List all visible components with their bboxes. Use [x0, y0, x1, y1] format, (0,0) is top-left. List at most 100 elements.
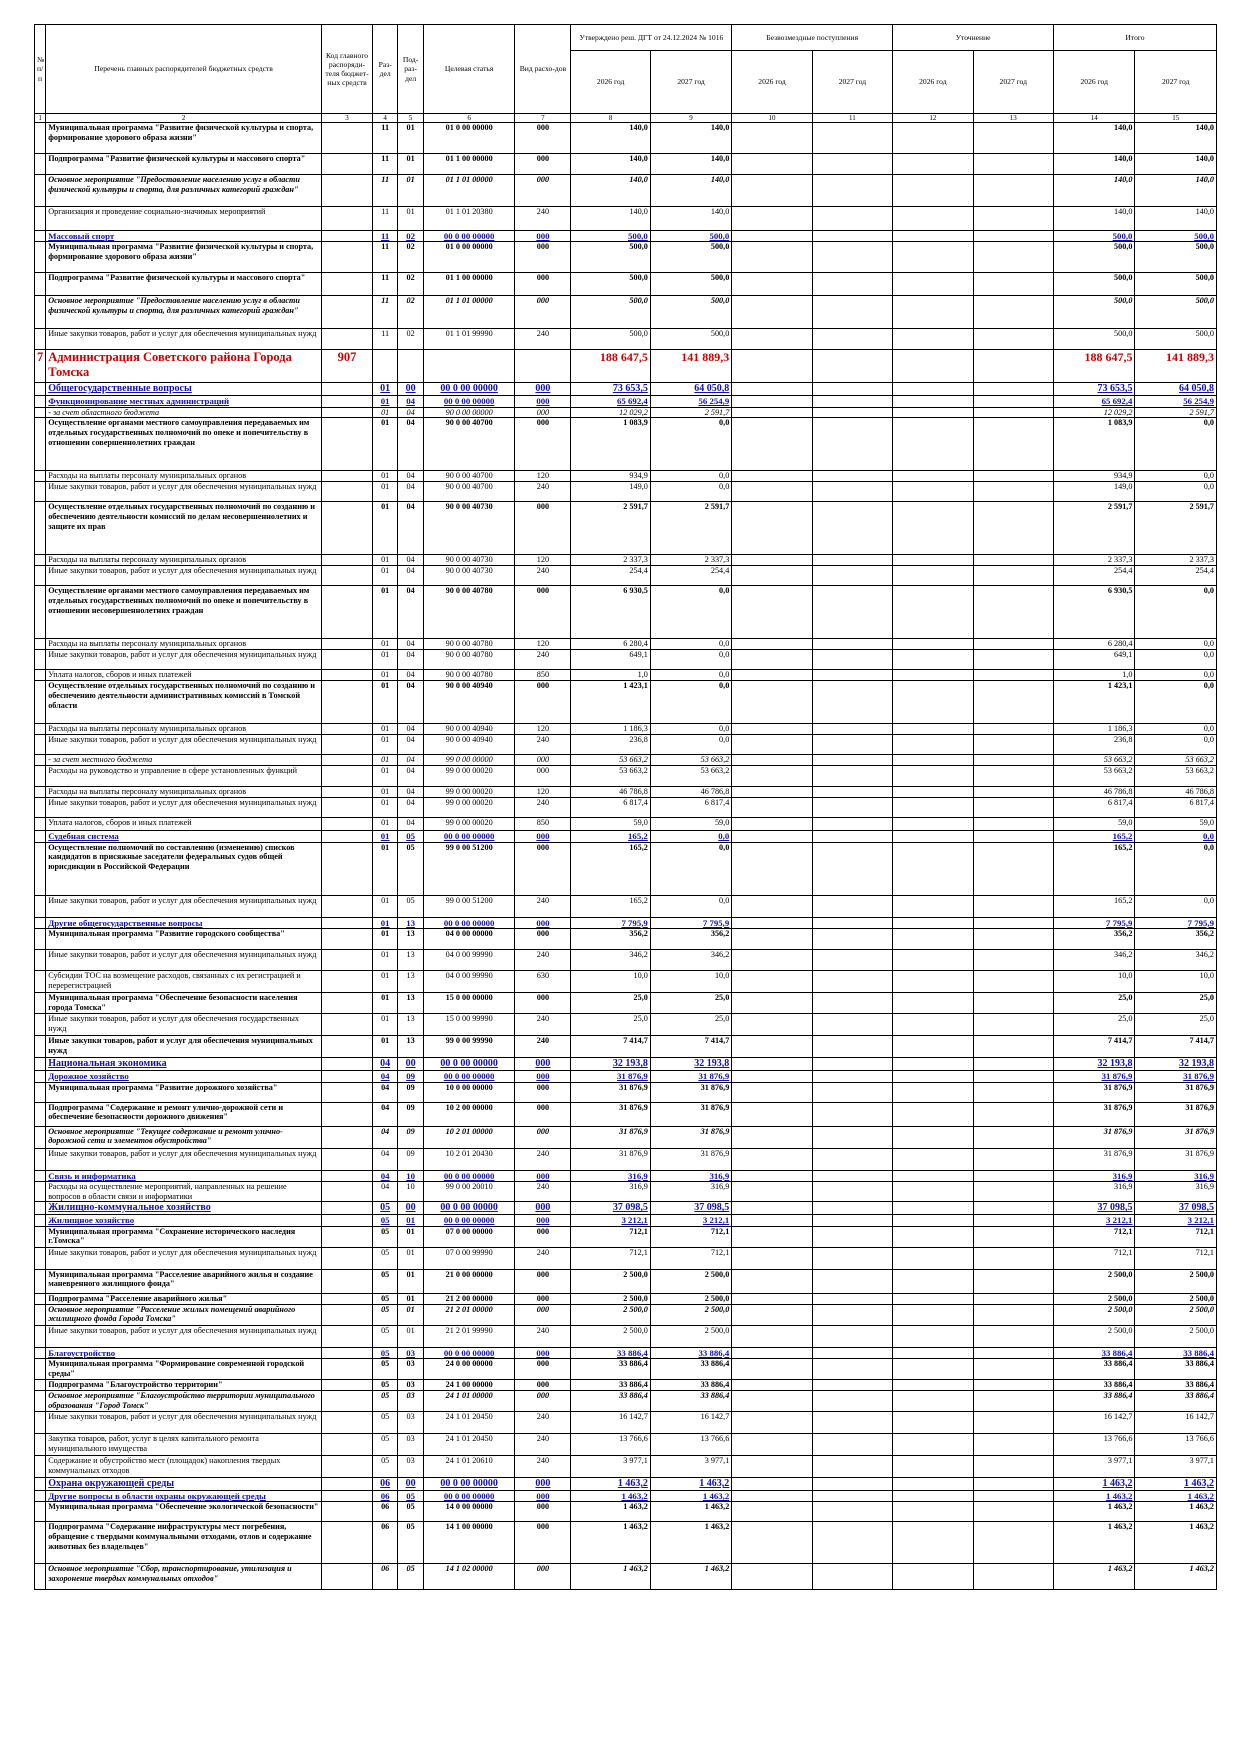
row-clarification-2026 — [892, 1070, 974, 1083]
row-approved-2027: 500,0 — [649, 295, 733, 330]
row-total-2026: 346,2 — [1052, 949, 1136, 972]
row-gratuitous-2026 — [731, 1225, 813, 1248]
row-gratuitous-2026 — [731, 1081, 813, 1103]
row-number — [33, 1246, 47, 1270]
row-gratuitous-2027 — [811, 949, 894, 972]
row-approved-2027: 2 500,0 — [649, 1303, 733, 1326]
row-razdel: 01 — [371, 669, 399, 682]
row-target-article: 00 0 00 00000 — [422, 395, 516, 408]
row-target-article: 99 0 00 00020 — [422, 765, 516, 788]
row-title: - за счет областного бюджета — [45, 406, 323, 419]
row-total-2026: 1 423,1 — [1052, 680, 1136, 725]
table-row: Организация и проведение социально-значи… — [33, 206, 1217, 231]
row-clarification-2027 — [972, 1013, 1055, 1037]
table-row: Другие вопросы в области охраны окружающ… — [33, 1489, 1217, 1503]
table-row: Содержание и обустройство мест (площадок… — [33, 1455, 1217, 1479]
row-approved-2027: 1 463,2 — [649, 1489, 733, 1503]
row-podrazdel — [397, 349, 424, 384]
row-gratuitous-2027 — [811, 1246, 894, 1270]
table-row: Жилищно-коммунальное хозяйство 05 00 00 0 0… — [33, 1201, 1217, 1216]
row-gratuitous-2026 — [731, 1346, 813, 1360]
row-gratuitous-2026 — [731, 382, 813, 397]
table-row: Дорожное хозяйство 04 09 00 0 00 00000 000 31… — [33, 1070, 1217, 1083]
row-admin-code — [321, 1201, 373, 1216]
row-total-2027: 2 500,0 — [1134, 1268, 1217, 1294]
row-gratuitous-2026 — [731, 554, 813, 567]
row-number — [33, 928, 47, 951]
row-target-article: 14 1 02 00000 — [422, 1563, 516, 1591]
row-gratuitous-2026 — [731, 1246, 813, 1270]
row-title: Подпрограмма "Развитие физической культу… — [45, 272, 323, 297]
row-total-2027: 140,0 — [1134, 206, 1217, 231]
row-total-2026: 2 337,3 — [1052, 554, 1136, 567]
row-total-2026: 1 186,3 — [1052, 723, 1136, 736]
row-expense-type: 000 — [514, 174, 572, 207]
row-approved-2027: 31 876,9 — [649, 1101, 733, 1127]
row-target-article: 00 0 00 00000 — [422, 1477, 516, 1492]
row-razdel: 11 — [371, 206, 399, 231]
row-admin-code — [321, 992, 373, 1015]
row-total-2027: 0,0 — [1134, 680, 1217, 725]
row-approved-2026: 1 463,2 — [570, 1563, 651, 1591]
row-admin-code — [321, 916, 373, 930]
row-approved-2026: 31 876,9 — [570, 1125, 651, 1149]
row-clarification-2027 — [972, 501, 1055, 556]
row-clarification-2026 — [892, 229, 974, 243]
table-row: Иные закупки товаров, работ и услуг для … — [33, 1035, 1217, 1059]
row-total-2026: 1 463,2 — [1052, 1521, 1136, 1565]
row-razdel: 01 — [371, 470, 399, 483]
row-approved-2026: 140,0 — [570, 153, 651, 175]
row-approved-2027: 2 500,0 — [649, 1268, 733, 1294]
row-gratuitous-2027 — [811, 970, 894, 994]
row-total-2026: 649,1 — [1052, 649, 1136, 671]
row-expense-type: 240 — [514, 206, 572, 231]
row-total-2026: 53 663,2 — [1052, 754, 1136, 767]
row-clarification-2026 — [892, 1268, 974, 1294]
row-approved-2026: 7 414,7 — [570, 1035, 651, 1059]
row-total-2026: 6 817,4 — [1052, 797, 1136, 819]
row-number — [33, 1390, 47, 1413]
row-expense-type: 000 — [514, 1125, 572, 1149]
table-row: Подпрограмма "Благоустройство территории… — [33, 1379, 1217, 1392]
row-number — [33, 723, 47, 736]
row-clarification-2026 — [892, 1057, 974, 1072]
row-total-2027: 500,0 — [1134, 229, 1217, 243]
row-podrazdel: 09 — [397, 1070, 424, 1083]
table-row: Муниципальная программа "Развитие дорожн… — [33, 1081, 1217, 1103]
row-admin-code: 907 — [321, 349, 373, 384]
row-gratuitous-2026 — [731, 241, 813, 274]
row-target-article: 00 0 00 00000 — [422, 1169, 516, 1182]
row-number — [33, 830, 47, 843]
row-admin-code — [321, 649, 373, 671]
row-number — [33, 1521, 47, 1565]
row-expense-type: 240 — [514, 1147, 572, 1171]
header-approved: Утверждено реш. ДГТ от 24.12.2024 № 1016 — [570, 24, 733, 51]
row-total-2027: 0,0 — [1134, 481, 1217, 503]
row-target-article: 00 0 00 00000 — [422, 1057, 516, 1072]
row-total-2027: 53 663,2 — [1134, 754, 1217, 767]
row-clarification-2027 — [972, 1303, 1055, 1326]
row-number — [33, 153, 47, 175]
row-gratuitous-2027 — [811, 1563, 894, 1591]
row-title: Массовый спорт — [45, 229, 323, 243]
row-title: Осуществление полномочий по составлению … — [45, 841, 323, 896]
row-total-2027: 33 886,4 — [1134, 1358, 1217, 1381]
row-clarification-2026 — [892, 241, 974, 274]
row-title: Иные закупки товаров, работ и услуг для … — [45, 1411, 323, 1435]
row-gratuitous-2027 — [811, 470, 894, 483]
table-row: Иные закупки товаров, работ и услуг для … — [33, 734, 1217, 756]
row-expense-type: 120 — [514, 470, 572, 483]
row-admin-code — [321, 1169, 373, 1182]
row-target-article: 00 0 00 00000 — [422, 1201, 516, 1216]
row-razdel: 04 — [371, 1057, 399, 1072]
row-approved-2026: 2 500,0 — [570, 1292, 651, 1305]
column-number: 11 — [811, 113, 894, 123]
table-row: Иные закупки товаров, работ и услуг для … — [33, 1246, 1217, 1270]
row-podrazdel: 04 — [397, 585, 424, 640]
row-clarification-2027 — [972, 916, 1055, 930]
row-title: Расходы на руководство и управление в сф… — [45, 765, 323, 788]
row-admin-code — [321, 1563, 373, 1591]
row-gratuitous-2027 — [811, 1358, 894, 1381]
row-clarification-2027 — [972, 229, 1055, 243]
row-clarification-2027 — [972, 928, 1055, 951]
